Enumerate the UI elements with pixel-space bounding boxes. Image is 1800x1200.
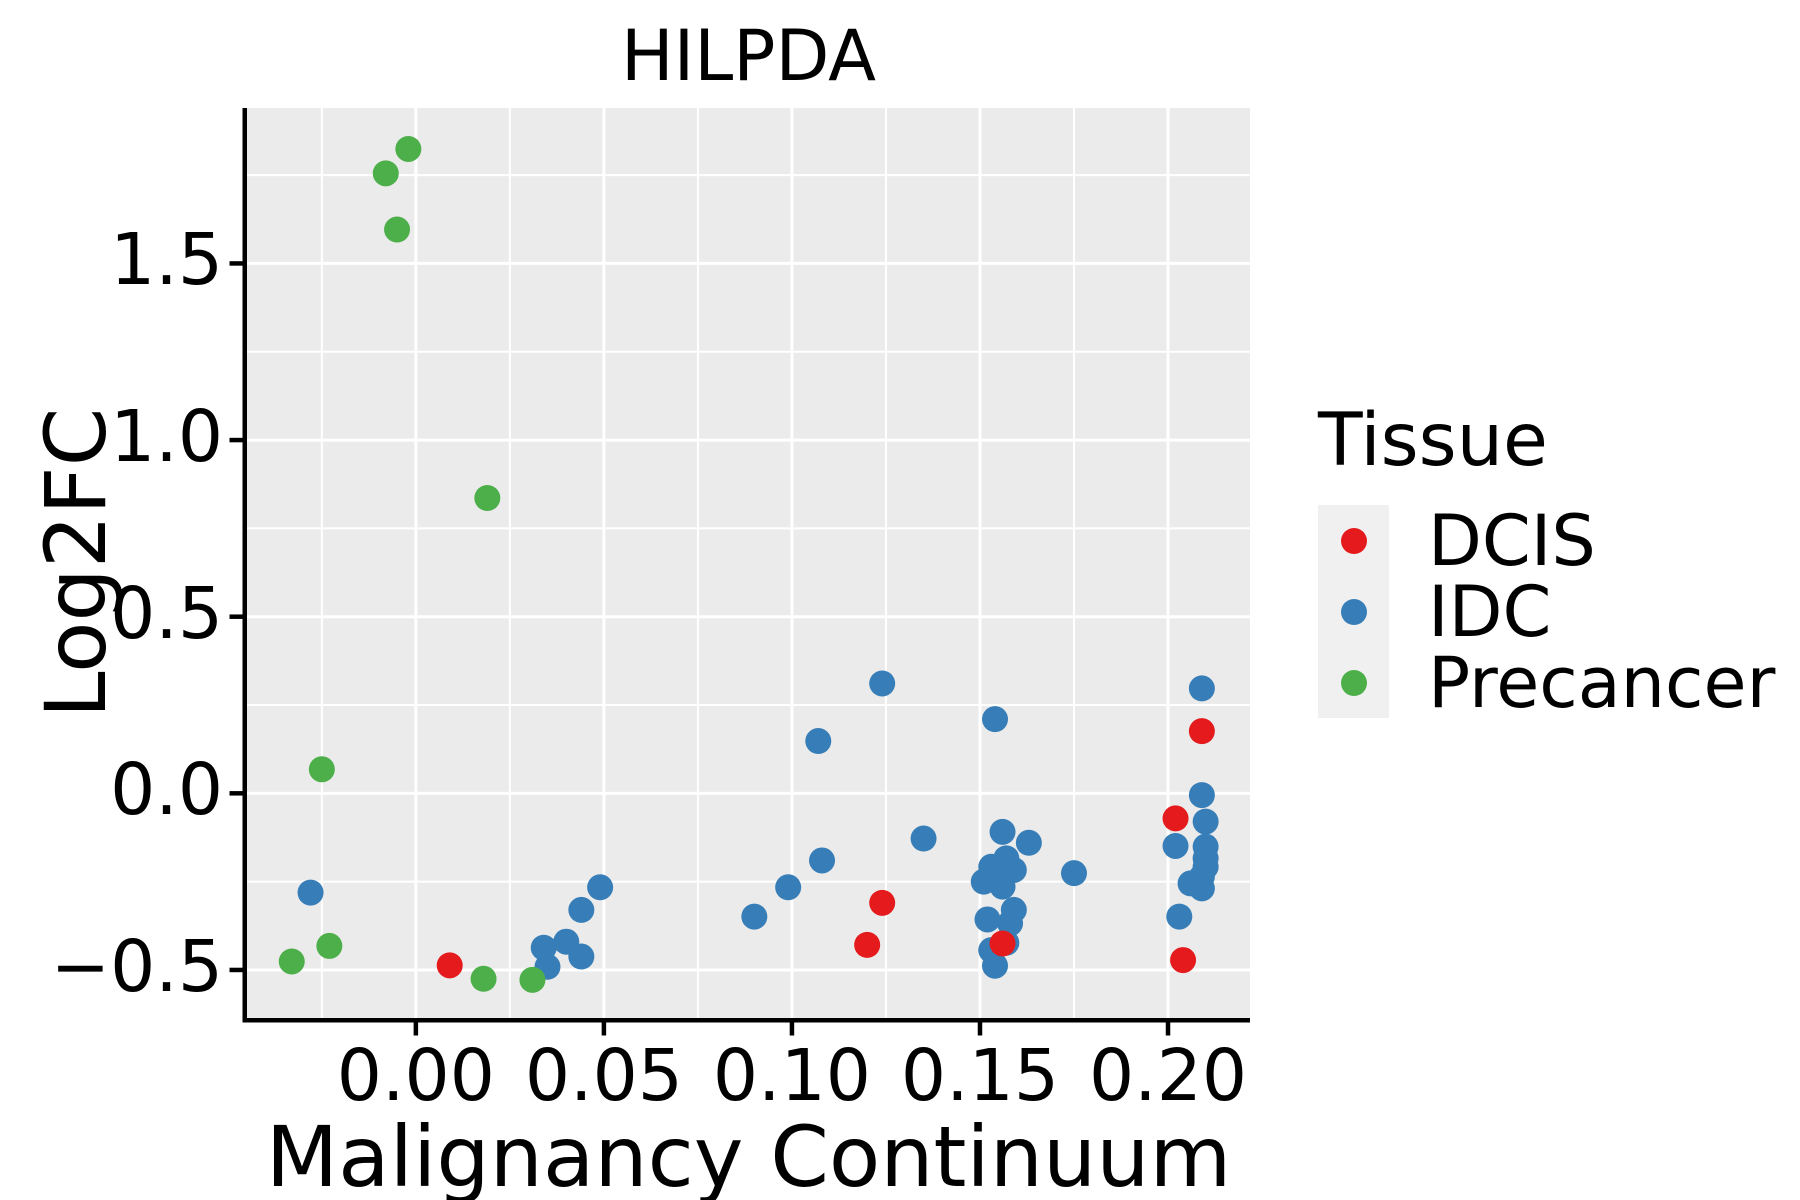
- legend-key-box: [1318, 647, 1389, 718]
- x-axis-title: Malignancy Continuum: [265, 1108, 1232, 1200]
- legend-key-box: [1318, 505, 1389, 576]
- data-point-idc: [997, 910, 1024, 937]
- data-point-idc: [775, 874, 802, 901]
- data-point-precancer: [316, 932, 343, 959]
- data-point-dcis: [989, 930, 1016, 957]
- x-tick-label: 0.20: [1088, 1034, 1248, 1117]
- data-point-dcis: [1170, 947, 1197, 974]
- data-point-idc: [1015, 829, 1042, 856]
- data-point-precancer: [372, 160, 399, 187]
- data-point-precancer: [384, 216, 411, 243]
- y-tick-label: 1.0: [110, 395, 223, 479]
- data-point-dcis: [854, 931, 881, 958]
- data-point-idc: [989, 818, 1016, 845]
- y-tick-label: 1.5: [110, 218, 223, 302]
- legend-item-dcis: DCIS: [1318, 505, 1775, 576]
- data-point-precancer: [519, 966, 546, 993]
- legend-item-idc: IDC: [1318, 576, 1775, 647]
- data-point-idc: [1166, 903, 1193, 930]
- data-point-precancer: [395, 135, 422, 162]
- legend-dot-dcis: [1340, 527, 1367, 554]
- data-point-dcis: [436, 952, 463, 979]
- data-point-idc: [297, 879, 324, 906]
- data-point-idc: [1188, 782, 1215, 809]
- data-point-precancer: [278, 948, 305, 975]
- legend-label: DCIS: [1428, 499, 1596, 582]
- data-point-idc: [1188, 875, 1215, 902]
- plot-title: HILPDA: [620, 15, 877, 97]
- data-point-idc: [805, 728, 832, 755]
- legend-dot-precancer: [1340, 669, 1367, 696]
- legend: Tissue DCIS IDC Precancer: [1318, 404, 1775, 718]
- data-point-idc: [869, 670, 896, 697]
- data-point-precancer: [474, 485, 501, 511]
- data-point-idc: [809, 847, 836, 874]
- legend-label: IDC: [1428, 570, 1552, 653]
- legend-item-precancer: Precancer: [1318, 647, 1775, 718]
- data-point-precancer: [470, 965, 497, 992]
- data-point-idc: [1192, 808, 1219, 835]
- legend-key-box: [1318, 576, 1389, 647]
- x-tick-label: 0.05: [524, 1034, 683, 1117]
- data-point-dcis: [1188, 718, 1215, 745]
- legend-title: Tissue: [1318, 398, 1548, 483]
- data-point-dcis: [869, 889, 896, 916]
- x-tick-label: 0.10: [712, 1034, 871, 1117]
- y-tick-label: −0.5: [50, 925, 223, 1009]
- data-point-idc: [1162, 832, 1189, 859]
- data-point-idc: [568, 896, 595, 923]
- data-point-precancer: [308, 756, 335, 783]
- data-point-dcis: [1162, 805, 1189, 832]
- data-point-idc: [1188, 675, 1215, 702]
- y-axis-title: Log2FC: [27, 407, 125, 719]
- data-point-idc: [741, 903, 768, 930]
- y-tick-label: 0.0: [110, 748, 223, 832]
- data-point-idc: [974, 906, 1001, 933]
- data-point-idc: [989, 873, 1016, 900]
- data-point-idc: [982, 706, 1009, 733]
- legend-dot-idc: [1340, 598, 1367, 625]
- data-point-idc: [568, 943, 595, 970]
- x-tick-label: 0.00: [336, 1034, 495, 1117]
- x-tick-label: 0.15: [900, 1034, 1060, 1117]
- legend-label: Precancer: [1428, 641, 1776, 724]
- data-point-idc: [1060, 860, 1087, 887]
- data-point-idc: [910, 825, 937, 852]
- y-tick-label: 0.5: [110, 571, 223, 655]
- legend-rows: DCIS IDC Precancer: [1318, 505, 1775, 718]
- data-point-idc: [982, 952, 1009, 979]
- data-point-idc: [587, 874, 614, 901]
